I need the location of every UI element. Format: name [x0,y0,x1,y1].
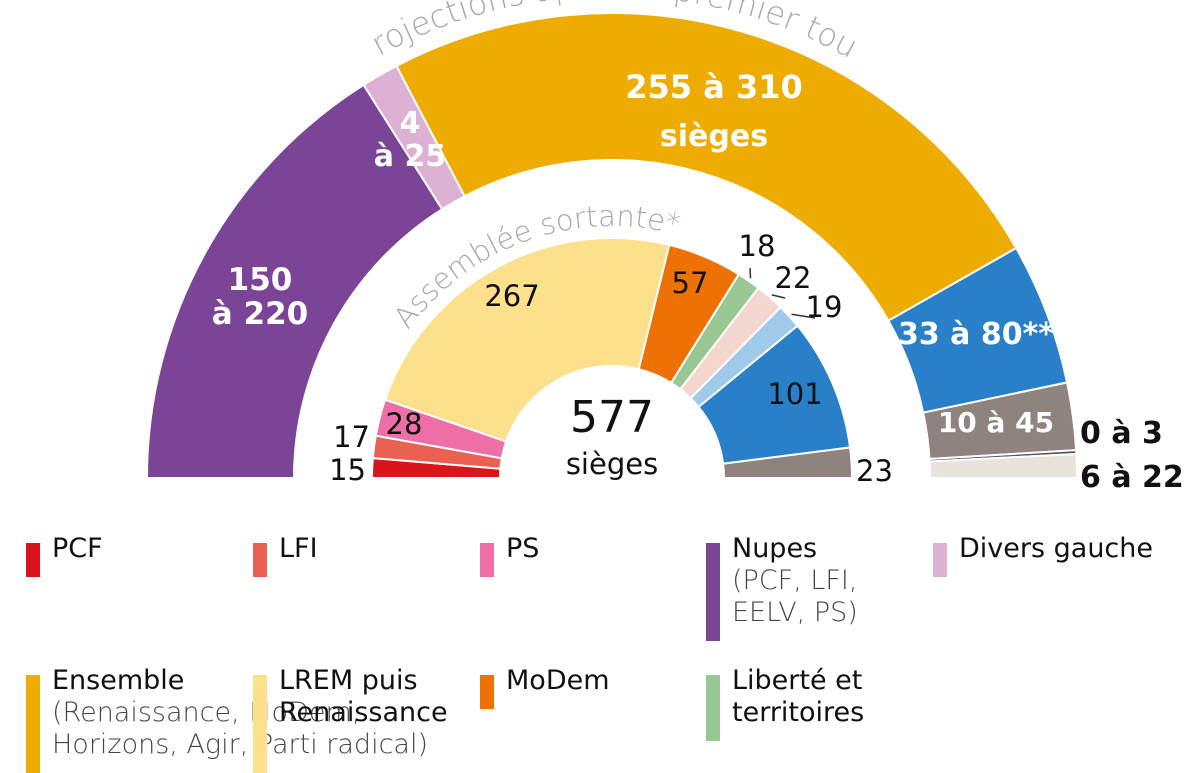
legend-label: Ensemble [52,665,185,696]
legend-swatch [706,543,720,641]
inner-leader-5 [749,267,752,279]
legend-swatch [480,675,494,709]
center-label: sièges [566,447,658,481]
inner-label-0: 15 [329,453,366,487]
legend-label: Divers gauche [959,533,1153,564]
inner-label-3: 267 [484,279,539,313]
inner-leader-7 [791,313,816,319]
legend-label: Liberté et territoires [732,665,865,728]
inner-label-5: 18 [739,229,776,263]
inner-slice-lrem-puis-renaissance [383,237,671,443]
outer-slice-6 [928,452,1079,479]
outer-label-5: 10 à 45 [938,406,1054,439]
legend-label: MoDem [506,665,610,696]
seat-chart: Projections après le premier tour150à 22… [0,0,1184,495]
legend-swatch [933,543,947,577]
inner-label-9: 23 [856,454,893,488]
inner-label-7: 19 [806,290,843,324]
outer-sublabel-ensemble: sièges [660,119,768,154]
outer-label-6: 0 à 3 [1080,416,1163,451]
outer-slice-nupes [145,83,444,479]
outer-slice-ensemble [395,12,1018,323]
legend-swatch [253,675,267,773]
inner-label-6: 22 [775,261,812,295]
inner-slice-9 [721,446,854,479]
legend-label: PS [506,533,540,564]
legend-swatch [480,543,494,577]
outer-label-4: 33 à 80** [898,317,1054,352]
center-total: 577 [570,392,654,443]
inner-leader-6 [771,294,786,299]
inner-label-8: 101 [767,377,822,411]
legend-sublabel: (PCF, LFI, EELV, PS) [732,565,858,628]
legend-sublabel: (Renaissance, MoDem, Horizons, Agir, Par… [52,697,428,760]
inner-label-4: 57 [672,266,709,300]
legend-swatch [706,675,720,741]
legend-label: LFI [279,533,318,564]
legend-label: LREM puis Renaissance [279,665,448,728]
outer-label-7: 6 à 22 [1080,460,1184,495]
legend-swatch [253,543,267,577]
outer-label-ensemble: 255 à 310 [625,68,802,106]
inner-label-1: 17 [333,420,370,454]
inner-label-2: 28 [386,407,423,441]
outer-label-nupes: 150 à 220 [212,262,308,332]
legend-label: Nupes [732,533,818,564]
legend-swatch [26,543,40,577]
legend-swatch [26,675,40,773]
legend-label: PCF [52,533,103,564]
